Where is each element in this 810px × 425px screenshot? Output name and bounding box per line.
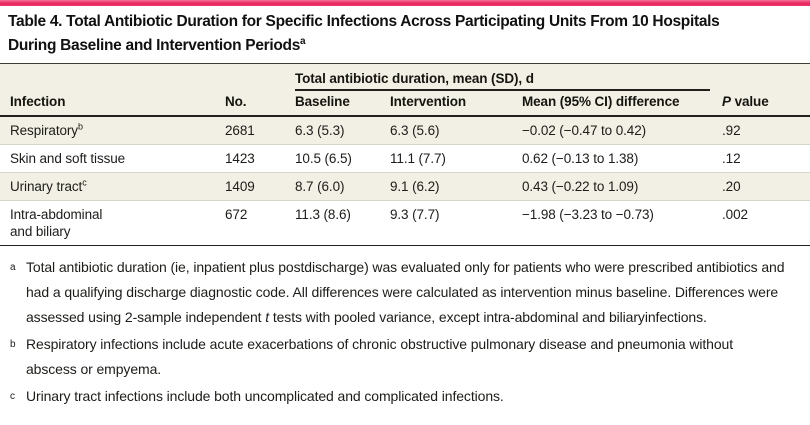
- cell-intervention: 9.3 (7.7): [390, 207, 440, 223]
- col-header-infection: Infection: [10, 94, 66, 110]
- cell-intervention: 9.1 (6.2): [390, 179, 440, 195]
- accent-bar: [0, 0, 810, 6]
- footnote: b Respiratory infections include acute e…: [8, 332, 786, 382]
- cell-baseline: 11.3 (8.6): [295, 207, 351, 223]
- cell-baseline: 10.5 (6.5): [295, 151, 352, 167]
- table-row: Intra-abdominal and biliary 672 11.3 (8.6…: [0, 200, 810, 246]
- table-header: Total antibiotic duration, mean (SD), d …: [0, 63, 810, 117]
- cell-difference: 0.43 (−0.22 to 1.09): [522, 179, 639, 195]
- col-header-intervention: Intervention: [390, 94, 467, 110]
- cell-pvalue: .20: [722, 179, 741, 195]
- table-title-line1: Table 4. Total Antibiotic Duration for S…: [8, 13, 720, 30]
- spanner-spacer-infection: [0, 64, 215, 92]
- col-header-difference: Mean (95% CI) difference: [522, 94, 680, 110]
- cell-infection: Skin and soft tissue: [10, 151, 126, 167]
- spanner-row: Total antibiotic duration, mean (SD), d: [0, 63, 810, 92]
- cell-no: 672: [225, 207, 248, 223]
- cell-pvalue: .92: [722, 123, 741, 139]
- cell-intervention: 11.1 (7.7): [390, 151, 446, 167]
- title-footnote-marker: a: [300, 36, 306, 47]
- cell-infection: Urinary tractc: [10, 177, 87, 195]
- cell-difference: −0.02 (−0.47 to 0.42): [522, 123, 646, 139]
- antibiotic-duration-table: Total antibiotic duration, mean (SD), d …: [0, 63, 810, 246]
- cell-baseline: 8.7 (6.0): [295, 179, 345, 195]
- spanner-spacer-pvalue: [712, 64, 810, 92]
- cell-intervention: 6.3 (5.6): [390, 123, 440, 139]
- footnote-text: Total antibiotic duration (ie, inpatient…: [26, 259, 785, 326]
- cell-pvalue: .12: [722, 151, 741, 167]
- spanner-header: Total antibiotic duration, mean (SD), d: [285, 64, 712, 92]
- cell-no: 2681: [225, 123, 255, 139]
- col-header-no: No.: [225, 94, 247, 110]
- table-body: Respiratoryb 2681 6.3 (5.3) 6.3 (5.6) −0…: [0, 116, 810, 246]
- spanner-spacer-no: [215, 64, 285, 92]
- cell-pvalue: .002: [722, 207, 748, 223]
- cell-no: 1409: [225, 179, 255, 195]
- col-header-baseline: Baseline: [295, 94, 350, 110]
- col-header-pvalue: P value: [722, 94, 769, 110]
- cell-difference: −1.98 (−3.23 to −0.73): [522, 207, 654, 223]
- footnotes: a Total antibiotic duration (ie, inpatie…: [0, 246, 810, 409]
- footnote-marker: b: [10, 339, 16, 351]
- footnote-text: Respiratory infections include acute exa…: [26, 336, 733, 378]
- table-row: Urinary tractc 1409 8.7 (6.0) 9.1 (6.2) …: [0, 172, 810, 201]
- table-title: Table 4. Total Antibiotic Duration for S…: [0, 6, 810, 63]
- footnote-marker: c: [10, 391, 15, 403]
- footnote-text: Urinary tract infections include both un…: [26, 388, 504, 405]
- table-row: Skin and soft tissue 1423 10.5 (6.5) 11.…: [0, 144, 810, 173]
- footnote-marker: a: [10, 262, 16, 274]
- cell-difference: 0.62 (−0.13 to 1.38): [522, 151, 639, 167]
- table-title-line2: During Baseline and Intervention Periods…: [8, 36, 306, 55]
- spanner-header-label: Total antibiotic duration, mean (SD), d: [295, 64, 711, 92]
- cell-baseline: 6.3 (5.3): [295, 123, 345, 139]
- cell-no: 1423: [225, 151, 255, 167]
- footnote: c Urinary tract infections include both …: [8, 384, 786, 409]
- footnote: a Total antibiotic duration (ie, inpatie…: [8, 255, 786, 330]
- cell-infection: Respiratoryb: [10, 121, 83, 139]
- column-header-row: Infection No. Baseline Intervention Mean…: [0, 91, 810, 117]
- cell-infection: Intra-abdominal and biliary: [10, 207, 103, 240]
- table-row: Respiratoryb 2681 6.3 (5.3) 6.3 (5.6) −0…: [0, 116, 810, 145]
